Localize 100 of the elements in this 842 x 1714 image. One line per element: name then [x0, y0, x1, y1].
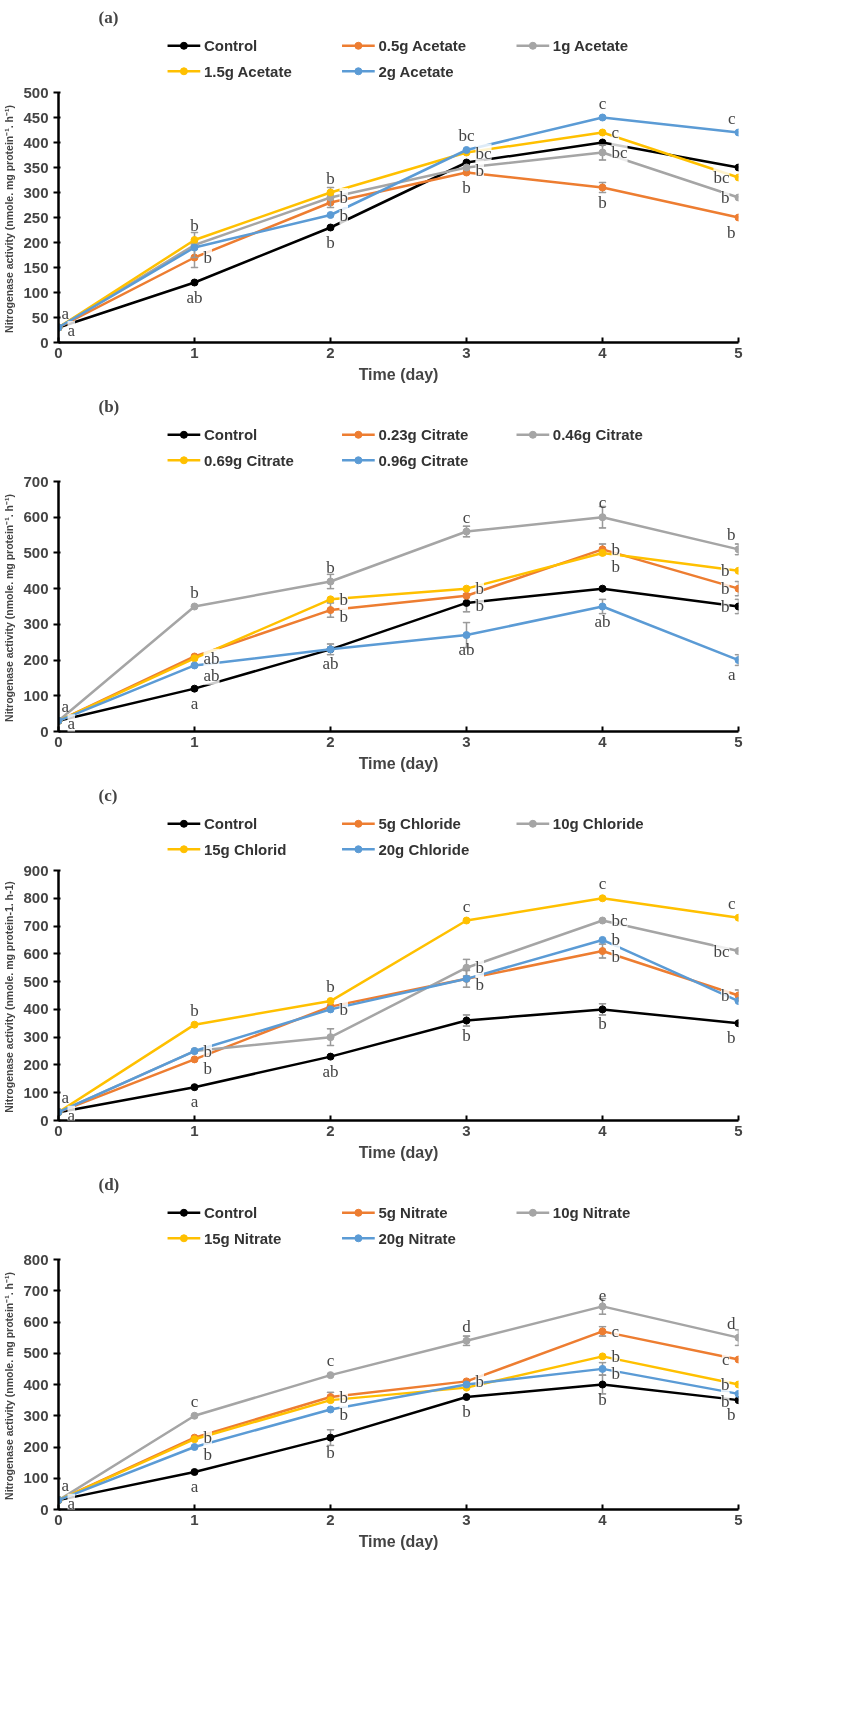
chart-title: (c) — [98, 785, 118, 805]
y-tick-label: 300 — [23, 1406, 49, 1424]
y-tick-label: 500 — [23, 543, 49, 561]
x-tick-label: 2 — [326, 343, 335, 361]
annotation: b — [598, 1014, 607, 1034]
annotation: b — [339, 188, 348, 207]
y-tick-label: 200 — [23, 1055, 49, 1073]
y-tick-label: 150 — [23, 258, 49, 276]
annotation: b — [598, 192, 607, 212]
annotation: b — [339, 205, 348, 225]
x-tick-label: 1 — [190, 732, 199, 750]
annotation: c — [462, 507, 471, 527]
annotation: b — [339, 1387, 348, 1407]
annotation: b — [339, 999, 348, 1019]
x-axis-title: Time (day) — [358, 365, 439, 383]
y-tick-label: 50 — [31, 308, 49, 326]
annotation: b — [190, 1000, 199, 1020]
annotation: b — [203, 1058, 212, 1078]
annotation: c — [721, 1350, 730, 1369]
legend-label: Control — [203, 426, 258, 444]
annotation: b — [326, 168, 335, 188]
annotation: c — [598, 493, 607, 513]
x-tick-label: 4 — [598, 343, 608, 361]
y-tick-label: 100 — [23, 686, 49, 704]
annotation: a — [727, 665, 736, 685]
x-tick-label: 3 — [462, 1121, 471, 1139]
annotation: b — [339, 606, 348, 626]
legend-label: 5g Nitrate — [378, 1204, 448, 1222]
annotation: b — [203, 1428, 212, 1448]
y-tick-label: 100 — [23, 1469, 49, 1487]
annotation: b — [598, 1389, 607, 1409]
x-axis-title: Time (day) — [358, 1143, 439, 1161]
annotation: bc — [611, 143, 628, 162]
annotation: b — [203, 1041, 212, 1061]
annotation: b — [721, 1375, 730, 1394]
annotation: b — [190, 582, 199, 602]
annotation: e — [598, 1286, 607, 1306]
annotation: b — [727, 1028, 736, 1048]
legend-label: 10g Chloride — [552, 815, 644, 833]
annotation: c — [611, 123, 620, 142]
annotation: b — [721, 561, 730, 581]
legend-label: Control — [203, 37, 258, 55]
y-tick-label: 700 — [23, 472, 49, 490]
x-tick-label: 2 — [326, 732, 335, 750]
x-tick-label: 3 — [462, 1510, 471, 1528]
y-tick-label: 500 — [23, 1344, 49, 1362]
y-tick-label: 200 — [23, 233, 49, 251]
legend-label: 0.46g Citrate — [552, 426, 643, 444]
legend-label: 2g Acetate — [378, 62, 454, 80]
annotation: c — [727, 893, 736, 913]
annotation: c — [727, 108, 736, 128]
y-tick-label: 600 — [23, 1313, 49, 1330]
legend-label: 15g Chlorid — [203, 840, 287, 858]
annotation: b — [339, 1404, 348, 1424]
annotation: b — [462, 177, 471, 197]
y-axis-title: Nitrogenase activity (nmole. mg protein⁻¹. h⁻¹) — [3, 493, 16, 722]
legend-label: Control — [203, 815, 258, 833]
annotation: bc — [713, 168, 730, 187]
annotation: ab — [322, 654, 339, 674]
y-tick-label: 300 — [23, 183, 49, 201]
y-tick-label: 500 — [23, 972, 49, 990]
x-tick-label: 5 — [734, 732, 743, 750]
x-tick-label: 5 — [734, 1121, 743, 1139]
annotation: b — [475, 975, 484, 995]
legend-label: 1.5g Acetate — [203, 62, 292, 80]
annotation: b — [721, 986, 730, 1005]
annotation: ab — [203, 665, 220, 685]
x-tick-label: 3 — [462, 732, 471, 750]
x-tick-label: 1 — [190, 1121, 199, 1139]
y-tick-label: 800 — [23, 889, 49, 907]
legend-label: 0.96g Citrate — [378, 451, 469, 469]
annotation: b — [721, 579, 730, 599]
legend-label: 0.5g Acetate — [378, 37, 467, 55]
y-axis-title: Nitrogenase activity (nmole. mg protein⁻¹. h⁻¹) — [3, 104, 16, 333]
legend-label: 20g Chloride — [378, 840, 470, 858]
annotation: a — [67, 714, 76, 734]
legend-label: Control — [203, 1204, 258, 1222]
annotation: b — [727, 222, 736, 242]
y-tick-label: 300 — [23, 615, 49, 633]
legend-label: 5g Chloride — [378, 815, 461, 833]
y-tick-label: 300 — [23, 1028, 49, 1046]
y-tick-label: 400 — [23, 579, 49, 597]
annotation: b — [611, 556, 620, 576]
x-tick-label: 5 — [734, 343, 743, 361]
annotation: ab — [186, 287, 203, 307]
x-tick-label: 1 — [190, 1510, 199, 1528]
y-tick-label: 400 — [23, 1375, 49, 1393]
annotation: b — [721, 188, 730, 207]
annotation: b — [326, 977, 335, 997]
annotation: b — [611, 1346, 620, 1366]
y-tick-label: 900 — [23, 861, 49, 879]
y-tick-label: 100 — [23, 1083, 49, 1101]
x-tick-label: 0 — [54, 732, 63, 750]
x-tick-label: 0 — [54, 343, 63, 361]
annotation: a — [61, 696, 70, 716]
annotation: b — [611, 947, 620, 967]
legend-label: 1g Acetate — [552, 37, 629, 55]
annotation: b — [339, 589, 348, 609]
annotation: a — [190, 1092, 199, 1112]
annotation: b — [475, 1371, 484, 1391]
